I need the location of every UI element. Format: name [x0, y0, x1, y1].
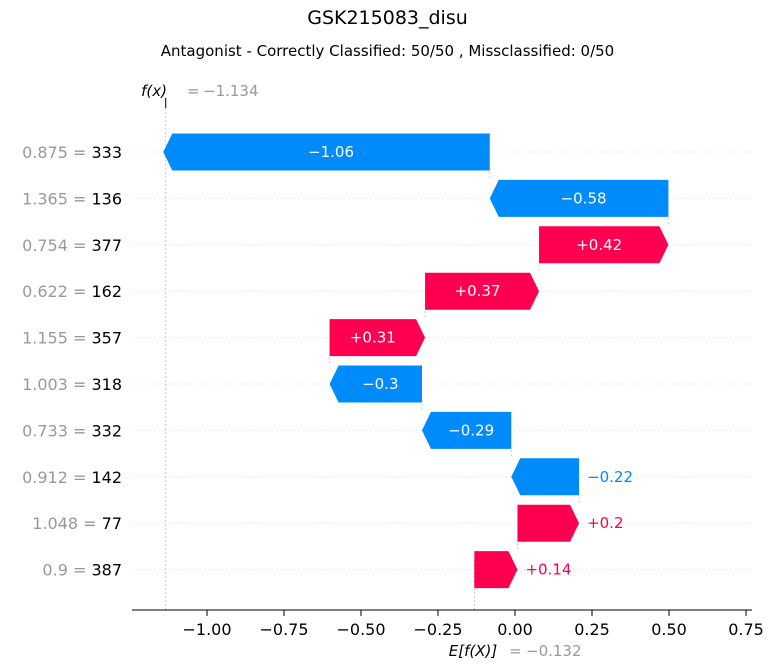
- feature-label: 0.622 = 162: [22, 282, 122, 301]
- x-tick-label: −0.50: [336, 620, 385, 639]
- chart-title: GSK215083_disu: [307, 7, 468, 29]
- bar-value-label: −0.58: [561, 189, 607, 207]
- bar-value-label: −1.06: [308, 143, 354, 161]
- feature-label: 0.9 = 387: [42, 561, 122, 580]
- feature-label: 1.048 = 77: [32, 514, 122, 533]
- x-tick-label: −0.75: [259, 620, 308, 639]
- bars: [163, 133, 669, 589]
- fx-label: f(x): [141, 82, 167, 100]
- bar-136: [489, 179, 669, 217]
- x-tick-label: −0.25: [413, 620, 462, 639]
- bar-value-label: +0.37: [455, 282, 501, 300]
- base-annotation: E[f(X)] = −0.132: [449, 642, 582, 660]
- bar-333: [163, 133, 490, 171]
- bar-387: [474, 551, 518, 589]
- x-tick-label: 0.50: [651, 620, 687, 639]
- x-axis: −1.00 −0.75 −0.50 −0.25 0.00 0.25 0.50 0.75: [132, 609, 764, 639]
- feature-label: 1.003 = 318: [22, 375, 122, 394]
- feature-label: 0.912 = 142: [22, 468, 122, 487]
- bar-value-label: +0.2: [587, 514, 623, 532]
- feature-label: 0.875 = 333: [22, 143, 122, 162]
- feature-label: 1.155 = 357: [22, 329, 122, 348]
- bar-142: [511, 458, 580, 496]
- fx-equals: =: [187, 82, 200, 100]
- bar-318: [329, 365, 422, 403]
- fx-annotation: f(x) = −1.134: [141, 82, 258, 100]
- bar-332: [421, 411, 512, 449]
- bar-value-label: −0.29: [448, 421, 494, 439]
- x-tick-label: 0.00: [497, 620, 533, 639]
- chart-subtitle: Antagonist - Correctly Classified: 50/50…: [160, 42, 615, 60]
- x-tick-label: 0.75: [728, 620, 764, 639]
- fx-value: −1.134: [203, 82, 259, 100]
- base-value: −0.132: [526, 642, 582, 660]
- feature-labels: −1.06 0.875 = 333 −0.58 1.365 = 136 +0.42 0.7…: [22, 143, 633, 580]
- bar-357: [329, 319, 426, 357]
- bar-value-label: +0.14: [525, 561, 571, 579]
- bar-162: [425, 272, 540, 310]
- bar-value-label: −0.22: [587, 468, 633, 486]
- bar-value-label: −0.3: [362, 375, 398, 393]
- bar-value-label: +0.31: [350, 329, 396, 347]
- bar-value-label: +0.42: [576, 236, 622, 254]
- bar-77: [517, 504, 580, 542]
- feature-label: 0.754 = 377: [22, 236, 122, 255]
- bar-377: [539, 226, 669, 264]
- x-tick-label: 0.25: [574, 620, 610, 639]
- base-label: E[f(X)]: [449, 642, 498, 660]
- feature-label: 0.733 = 332: [22, 421, 122, 440]
- base-equals: =: [509, 642, 522, 660]
- x-tick-label: −1.00: [182, 620, 231, 639]
- feature-label: 1.365 = 136: [22, 189, 122, 208]
